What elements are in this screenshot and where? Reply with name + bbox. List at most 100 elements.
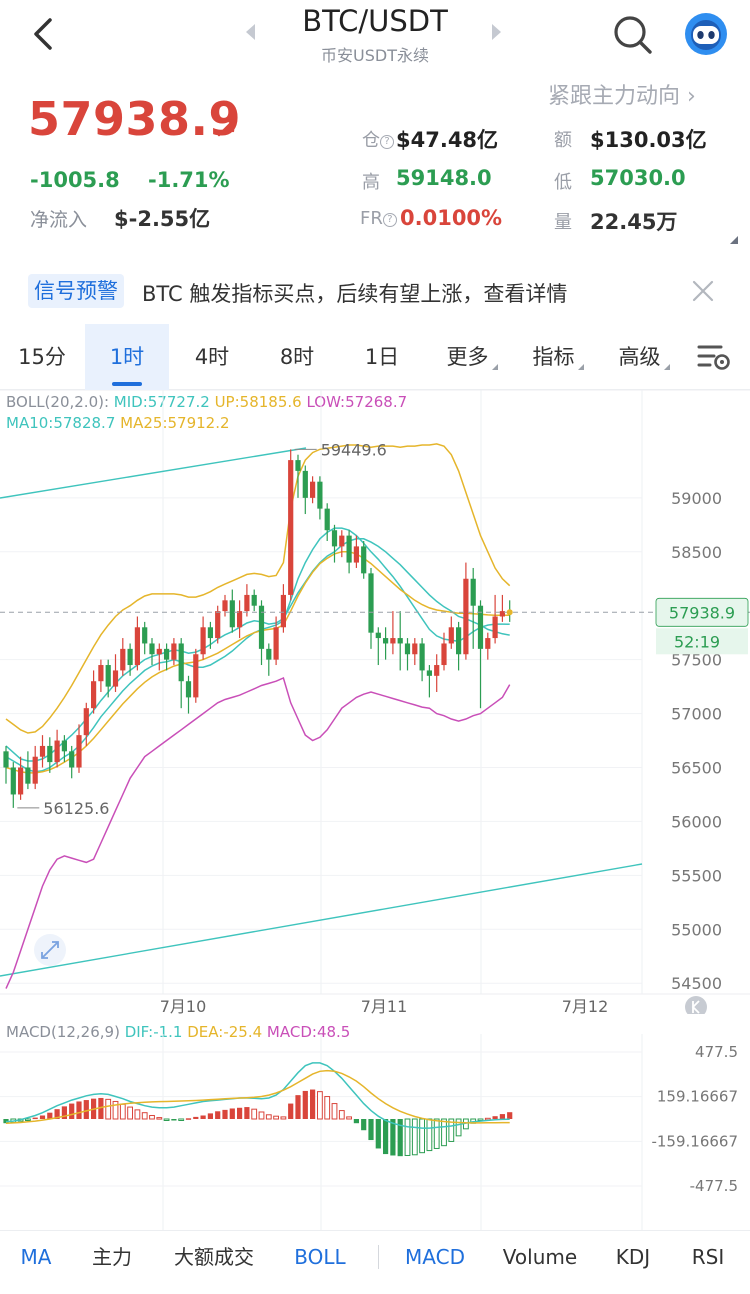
open-interest-value: $47.48亿 (396, 128, 499, 152)
candlestick-chart[interactable]: 59000 58500 57500 57000 56500 56000 55500 55000… (0, 390, 750, 1014)
y-tick-label: 59000 (671, 489, 722, 508)
macd-chart[interactable]: 477.5 159.16667 -159.16667 -477.5 (0, 1014, 750, 1230)
tab-indicators[interactable]: 指标 (516, 324, 600, 390)
macd-bar (265, 1114, 272, 1120)
macd-bar (317, 1091, 323, 1120)
macd-bar (32, 1117, 38, 1120)
search-icon[interactable] (612, 14, 654, 56)
help-icon[interactable]: ? (380, 135, 394, 149)
macd-bar (149, 1114, 155, 1120)
tab-1d[interactable]: 1日 (364, 345, 400, 369)
candle-body (499, 611, 505, 617)
macd-bar (280, 1116, 287, 1120)
macd-y-tick-label: 159.16667 (657, 1088, 738, 1106)
macd-bar (331, 1103, 338, 1120)
indicator-macd[interactable]: MACD (405, 1245, 465, 1269)
tab-1h[interactable]: 1时 (85, 324, 169, 390)
candle-body (441, 643, 447, 666)
tab-4h[interactable]: 4时 (194, 345, 230, 369)
candle-body (244, 594, 250, 612)
open-interest-label: 仓? (362, 126, 394, 152)
tab-more[interactable]: 更多 (430, 324, 514, 390)
macd-bar (258, 1111, 265, 1120)
x-tick-label: 7月12 (562, 997, 609, 1014)
candle-body (112, 670, 119, 687)
signal-alert-bar[interactable]: 信号预警 BTC 触发指标买点，后续有望上涨，查看详情 (0, 266, 750, 316)
candle-body (448, 627, 454, 644)
macd-bar (200, 1115, 206, 1119)
candle-body (134, 627, 140, 666)
indicator-ma[interactable]: MA (20, 1245, 52, 1269)
candle-body (25, 767, 31, 784)
tab-15m[interactable]: 15分 (18, 345, 66, 369)
series-line-low (5, 676, 511, 989)
last-price: 57938.9 (28, 92, 242, 146)
boll-mid-value: MID:57727.2 (113, 393, 210, 411)
macd-bar (338, 1110, 345, 1120)
candle-body (178, 643, 184, 682)
prev-pair-icon[interactable] (246, 24, 255, 40)
candle-body (280, 594, 286, 628)
indicator-large-trades[interactable]: 大额成交 (174, 1245, 254, 1269)
amount-value: $130.03亿 (590, 128, 707, 152)
next-pair-icon[interactable] (492, 24, 501, 40)
macd-bar (507, 1112, 513, 1119)
indicator-rsi[interactable]: RSI (691, 1245, 725, 1269)
y-tick-label: 54500 (671, 974, 722, 993)
netflow-value: $-2.55亿 (114, 207, 211, 231)
macd-bar (499, 1114, 505, 1119)
candle-body (251, 594, 257, 606)
macd-bar (178, 1118, 185, 1121)
expand-corner-icon[interactable] (730, 236, 738, 244)
signal-alert-badge: 信号预警 (28, 274, 124, 308)
ma25-value: MA25:57912.2 (120, 414, 230, 432)
candle-body (47, 745, 53, 763)
min-price-label: 56125.6 (43, 799, 109, 818)
candle-body (171, 643, 177, 660)
candle-body (193, 654, 199, 698)
chart-settings-icon[interactable] (696, 342, 732, 372)
signal-alert-text[interactable]: BTC 触发指标买点，后续有望上涨，查看详情 (142, 282, 568, 306)
macd-bar (368, 1119, 374, 1141)
candle-body (266, 648, 272, 660)
macd-bar (47, 1112, 53, 1119)
series-line-mid (5, 538, 510, 762)
last-price-tag (655, 597, 749, 627)
macd-bar (353, 1119, 359, 1124)
macd-bar (237, 1107, 243, 1119)
candle-body (98, 665, 104, 682)
macd-bar (25, 1118, 31, 1121)
y-tick-label: 58500 (671, 543, 722, 562)
back-arrow-icon[interactable] (26, 12, 66, 56)
candle-body (207, 627, 213, 639)
macd-bar (419, 1118, 426, 1154)
high-value: 59148.0 (396, 166, 492, 190)
candle-body (229, 600, 235, 628)
help-icon[interactable]: ? (382, 213, 397, 227)
close-icon[interactable] (690, 278, 716, 304)
follow-main-force-link[interactable]: 紧跟主力动向 › (548, 84, 696, 109)
change-absolute: -1005.8 (30, 168, 120, 192)
tab-8h[interactable]: 8时 (279, 345, 315, 369)
candle-body (149, 643, 155, 655)
robot-avatar-icon[interactable] (684, 12, 728, 56)
pair-title[interactable]: BTC/USDT (302, 4, 448, 38)
last-price-tag-text: 57938.9 (669, 603, 735, 622)
candle-body (69, 751, 75, 768)
candle-body (273, 627, 279, 660)
candle-body (331, 530, 338, 547)
divider (378, 1245, 379, 1269)
indicator-main-force[interactable]: 主力 (92, 1245, 132, 1269)
tab-advanced[interactable]: 高级 (602, 324, 686, 390)
candle-body (404, 643, 411, 655)
volume-label: 量 (554, 212, 572, 233)
trendline-lower (0, 863, 643, 977)
indicator-boll[interactable]: BOLL (294, 1245, 346, 1269)
y-tick-label: 55000 (671, 920, 722, 939)
low-label: 低 (554, 172, 572, 193)
indicator-kdj[interactable]: KDJ (615, 1245, 651, 1269)
candle-body (288, 460, 294, 595)
dropdown-corner-icon (663, 364, 670, 370)
candle-body (492, 616, 498, 639)
indicator-volume[interactable]: Volume (502, 1245, 578, 1269)
